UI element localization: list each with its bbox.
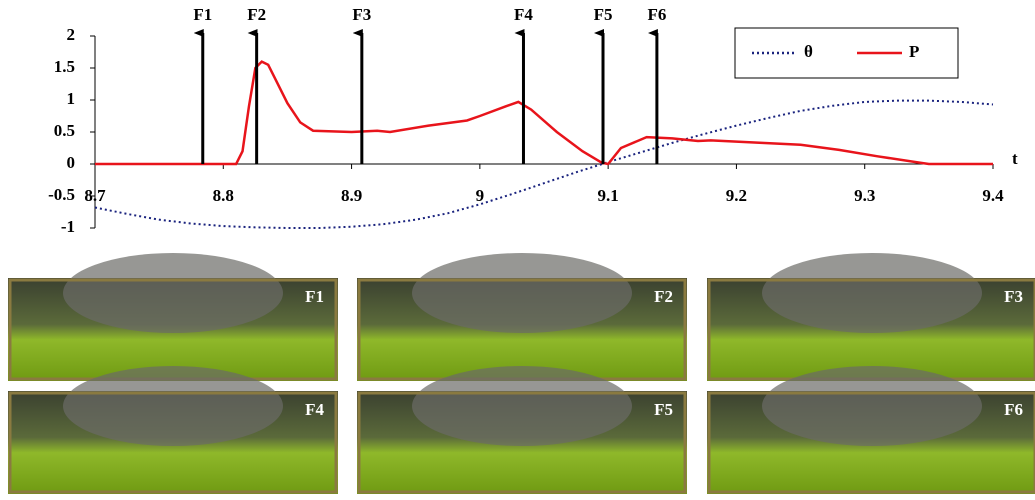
photo-shadow <box>412 366 632 446</box>
photo-label: F2 <box>654 287 673 306</box>
photo-shadow <box>762 366 982 446</box>
photo-shadow <box>63 366 283 446</box>
y-tick-label: 1.5 <box>54 57 75 76</box>
y-tick-label: -0.5 <box>48 185 75 204</box>
frame-label: F1 <box>193 5 212 24</box>
photo-label: F1 <box>305 287 324 306</box>
photo-label: F6 <box>1004 400 1023 419</box>
x-tick-label: 8.8 <box>213 186 234 205</box>
legend-label: θ <box>804 42 813 61</box>
x-tick-label: 9.4 <box>982 186 1004 205</box>
y-tick-label: 0 <box>67 153 76 172</box>
figure: t -1 -0.5 0 0.5 1 1.5 2 8.7 8.8 8.9 9 9.1 9.2 9.3 9.4 F… <box>0 0 1035 495</box>
x-tick-label: 9.1 <box>598 186 619 205</box>
photo-label: F3 <box>1004 287 1023 306</box>
frame-label: F4 <box>514 5 533 24</box>
photo-shadow <box>63 253 283 333</box>
photo-shadow <box>412 253 632 333</box>
x-tick-label: 8.9 <box>341 186 362 205</box>
x-tick-label: 9.3 <box>854 186 875 205</box>
frame-label: F2 <box>247 5 266 24</box>
frame-label: F5 <box>594 5 613 24</box>
y-tick-label: 1 <box>67 89 76 108</box>
frame-label: F3 <box>352 5 371 24</box>
x-tick-label: 8.7 <box>84 186 106 205</box>
photo-label: F4 <box>305 400 324 419</box>
photo-shadow <box>762 253 982 333</box>
x-axis-label: t <box>1012 149 1018 168</box>
frame-label: F6 <box>647 5 666 24</box>
y-tick-label: 2 <box>67 25 76 44</box>
photo-label: F5 <box>654 400 673 419</box>
x-tick-label: 9.2 <box>726 186 747 205</box>
y-tick-label: -1 <box>61 217 75 236</box>
x-tick-label: 9 <box>476 186 485 205</box>
y-tick-label: 0.5 <box>54 121 75 140</box>
legend-label: P <box>909 42 919 61</box>
